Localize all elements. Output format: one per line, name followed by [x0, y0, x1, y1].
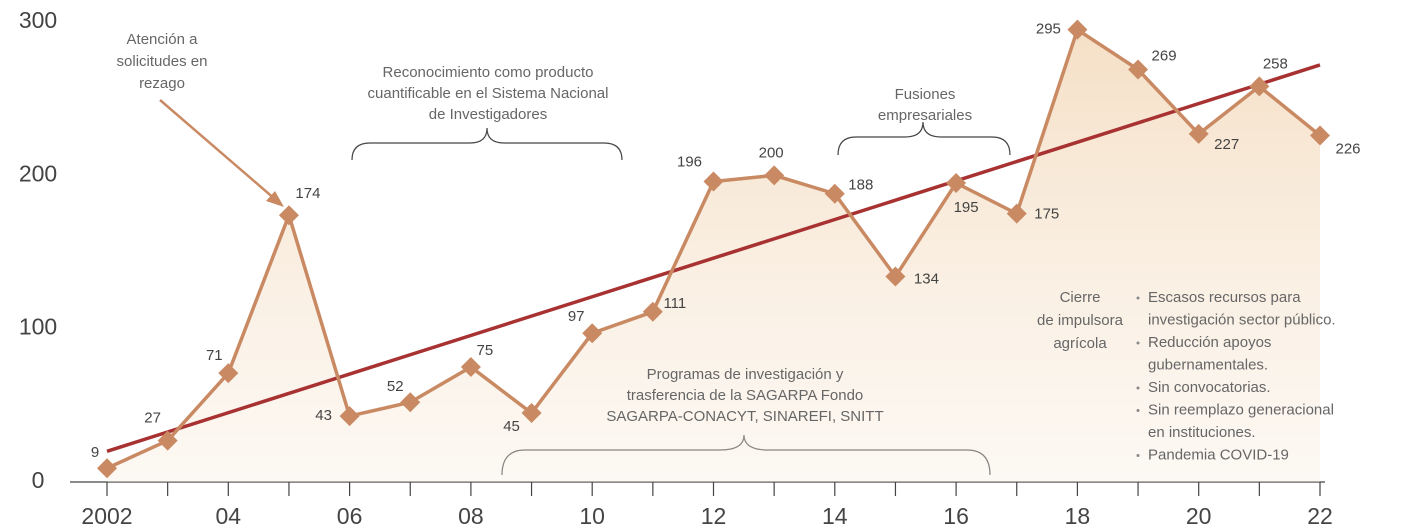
- x-tick-label: 2002: [81, 503, 132, 529]
- value-label: 111: [663, 295, 686, 312]
- marker: [1188, 123, 1209, 144]
- marker: [824, 183, 845, 204]
- bullet-dot: [1136, 409, 1140, 412]
- marker: [1249, 76, 1270, 97]
- marker: [642, 301, 663, 322]
- annotation: Cierre: [1060, 289, 1101, 306]
- marker: [764, 165, 785, 186]
- bullet-dot: [1136, 454, 1140, 457]
- annotation: Programas de investigación y: [647, 366, 844, 383]
- value-label: 269: [1152, 48, 1177, 65]
- value-label: 9: [91, 444, 99, 461]
- bullet-text: Sin convocatorias.: [1148, 379, 1271, 396]
- y-tick-label: 100: [19, 314, 57, 340]
- annotation: Fusiones: [895, 86, 956, 103]
- annotation: trasferencia de la SAGARPA Fondo: [627, 387, 864, 404]
- marker: [521, 403, 542, 423]
- value-label: 45: [503, 418, 520, 435]
- annotation: Reconocimiento como producto: [383, 64, 594, 81]
- value-label: 134: [914, 271, 939, 288]
- marker: [339, 406, 360, 427]
- value-label: 188: [848, 177, 873, 194]
- annotation: solicitudes en: [117, 53, 208, 70]
- marker: [582, 323, 603, 344]
- bullet-text: Escasos recursos para: [1148, 289, 1301, 306]
- marker: [218, 363, 239, 384]
- arrow-head: [266, 191, 284, 207]
- annotation: rezago: [139, 75, 185, 92]
- bullet-text: Pandemia COVID-19: [1148, 446, 1289, 463]
- x-tick-label: 20: [1186, 503, 1212, 529]
- x-tick-label: 08: [458, 503, 484, 529]
- marker: [946, 173, 967, 193]
- marker: [460, 357, 481, 377]
- x-tick-label: 06: [337, 503, 363, 529]
- x-tick-label: 14: [822, 503, 848, 529]
- bullet-text: gubernamentales.: [1148, 356, 1268, 373]
- bullet-text: investigación sector público.: [1148, 311, 1336, 328]
- x-tick-label: 04: [216, 503, 242, 529]
- annotation: empresariales: [878, 107, 972, 124]
- value-label: 75: [477, 342, 494, 359]
- marker: [400, 392, 421, 413]
- value-label: 174: [295, 185, 320, 202]
- value-label: 175: [1034, 206, 1059, 223]
- brace: [351, 127, 623, 161]
- value-label: 258: [1263, 55, 1288, 72]
- annotation: cuantificable en el Sistema Nacional: [368, 85, 609, 102]
- bullet-dot: [1136, 296, 1140, 300]
- marker: [278, 205, 299, 226]
- x-tick-label: 22: [1307, 503, 1333, 529]
- marker: [1310, 125, 1330, 146]
- y-tick-label: 200: [19, 160, 57, 186]
- bullet-dot: [1136, 341, 1140, 345]
- y-tick-label: 0: [32, 467, 45, 493]
- annotation: SAGARPA-CONACYT, SINAREFI, SNITT: [606, 408, 883, 425]
- value-label: 200: [759, 144, 784, 161]
- value-label: 195: [954, 199, 979, 216]
- value-label: 97: [568, 308, 585, 325]
- x-tick-label: 12: [701, 503, 727, 529]
- annotation: agrícola: [1053, 335, 1107, 352]
- x-tick-label: 16: [943, 503, 969, 529]
- value-label: 196: [677, 153, 702, 170]
- bullet-text: Reducción apoyos: [1148, 334, 1271, 351]
- area: [107, 29, 1320, 483]
- bullet-text: Sin reemplazo generacional: [1148, 401, 1334, 418]
- value-label: 71: [206, 347, 223, 364]
- y-tick-label: 300: [19, 7, 57, 33]
- value-label: 27: [144, 410, 161, 427]
- brace: [837, 121, 1011, 156]
- x-tick-label: 10: [579, 503, 605, 529]
- arrow-line: [159, 99, 277, 201]
- marker: [1006, 203, 1027, 224]
- annotation: Atención a: [127, 31, 199, 48]
- value-label: 227: [1214, 136, 1239, 153]
- annotation: de impulsora: [1037, 312, 1124, 329]
- x-tick-label: 18: [1065, 503, 1091, 529]
- marker: [885, 266, 906, 287]
- value-label: 52: [387, 378, 404, 395]
- bullet-text: en instituciones.: [1148, 424, 1256, 441]
- value-label: 43: [315, 407, 332, 424]
- annotation: de Investigadores: [429, 106, 547, 123]
- marker: [703, 171, 724, 192]
- marker: [97, 458, 117, 479]
- value-label: 295: [1036, 21, 1061, 38]
- value-label: 226: [1335, 140, 1360, 157]
- marker: [1128, 59, 1149, 80]
- marker: [157, 430, 178, 451]
- trend-line: [106, 63, 1321, 454]
- bullet-dot: [1136, 386, 1140, 390]
- marker: [1067, 19, 1088, 40]
